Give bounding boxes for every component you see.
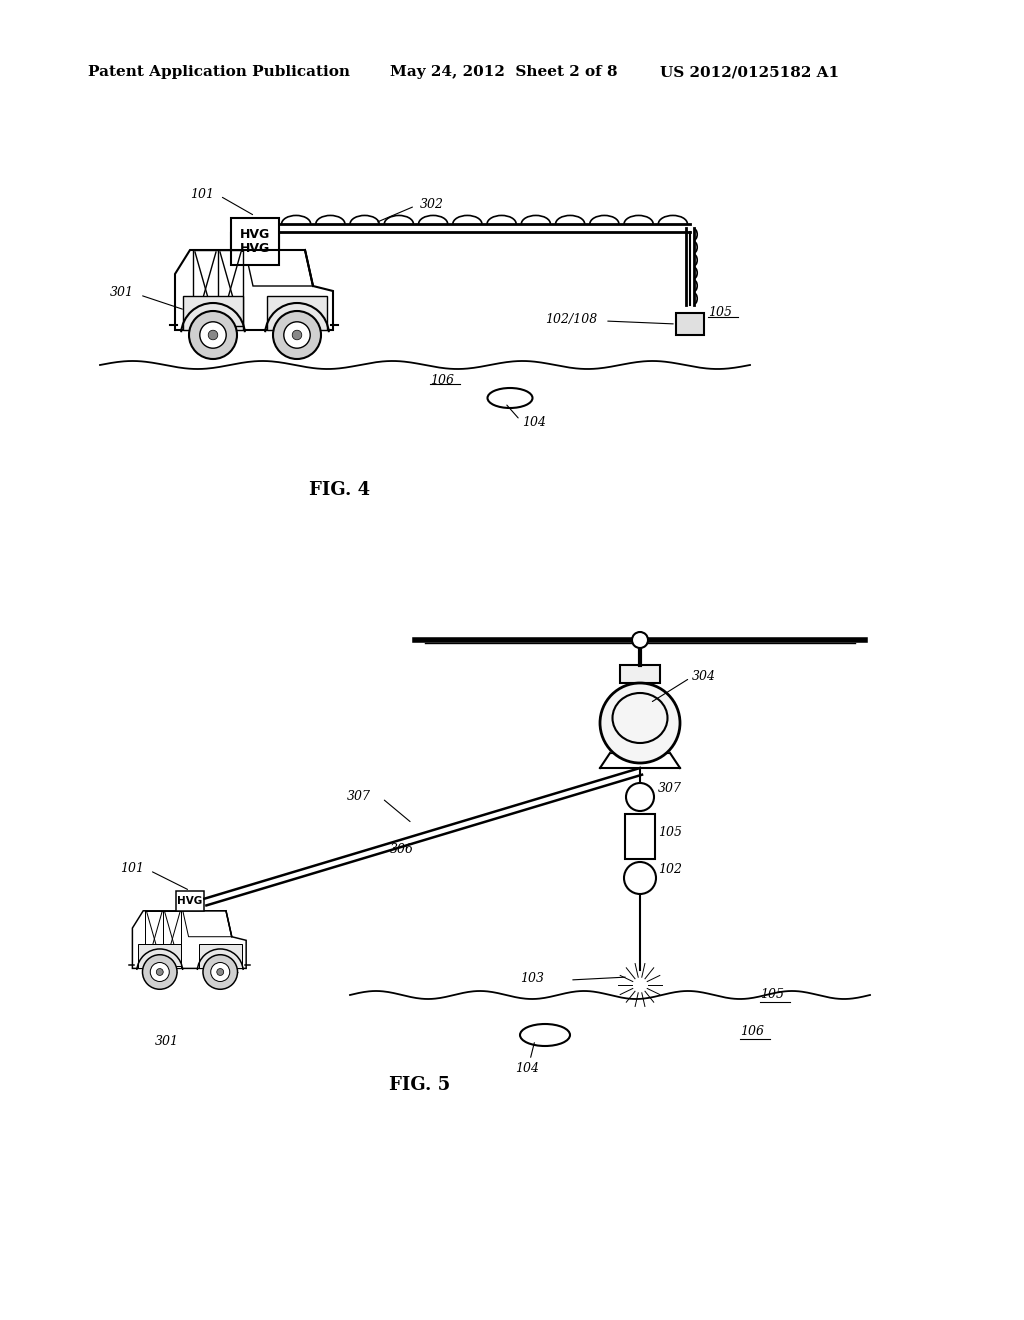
Bar [676, 313, 705, 335]
Ellipse shape [600, 682, 680, 763]
Text: 105: 105 [708, 306, 732, 319]
Text: 307: 307 [347, 789, 371, 803]
Text: 301: 301 [110, 286, 134, 300]
Bar [267, 296, 327, 330]
Text: HVG: HVG [240, 227, 270, 240]
Text: 105: 105 [760, 987, 784, 1001]
Text: 301: 301 [155, 1035, 179, 1048]
Bar [625, 814, 655, 859]
Text: 307: 307 [658, 781, 682, 795]
Text: 106: 106 [430, 374, 454, 387]
Circle shape [273, 312, 321, 359]
Text: 105: 105 [658, 826, 682, 840]
Bar [199, 944, 242, 969]
Bar [175, 891, 205, 911]
Circle shape [203, 954, 238, 989]
Bar [231, 234, 279, 265]
Text: FIG. 5: FIG. 5 [389, 1076, 451, 1094]
Text: 102: 102 [658, 863, 682, 876]
Text: 101: 101 [190, 187, 214, 201]
Text: FIG. 4: FIG. 4 [309, 480, 371, 499]
Text: 302: 302 [420, 198, 444, 210]
Circle shape [200, 322, 226, 348]
Text: 103: 103 [520, 972, 544, 985]
Circle shape [624, 862, 656, 894]
Circle shape [211, 962, 229, 982]
Text: 104: 104 [522, 416, 546, 429]
Text: US 2012/0125182 A1: US 2012/0125182 A1 [660, 65, 839, 79]
Bar [231, 218, 279, 249]
Bar [620, 665, 660, 682]
Circle shape [151, 962, 169, 982]
Text: 304: 304 [692, 669, 716, 682]
Circle shape [208, 330, 218, 339]
Circle shape [292, 330, 302, 339]
Circle shape [217, 969, 223, 975]
Text: HVG: HVG [177, 896, 203, 906]
Text: 104: 104 [515, 1063, 539, 1074]
Circle shape [142, 954, 177, 989]
Bar [183, 296, 243, 330]
Circle shape [157, 969, 163, 975]
Text: HVG: HVG [240, 243, 270, 256]
Polygon shape [132, 911, 246, 969]
Text: Patent Application Publication: Patent Application Publication [88, 65, 350, 79]
Text: 101: 101 [120, 862, 144, 875]
Text: 102/108: 102/108 [545, 313, 597, 326]
Polygon shape [175, 249, 333, 330]
Circle shape [189, 312, 237, 359]
Circle shape [626, 783, 654, 810]
Circle shape [632, 632, 648, 648]
Text: May 24, 2012  Sheet 2 of 8: May 24, 2012 Sheet 2 of 8 [390, 65, 617, 79]
Circle shape [284, 322, 310, 348]
Text: 106: 106 [740, 1026, 764, 1038]
Text: 306: 306 [390, 843, 414, 857]
Bar [138, 944, 181, 969]
